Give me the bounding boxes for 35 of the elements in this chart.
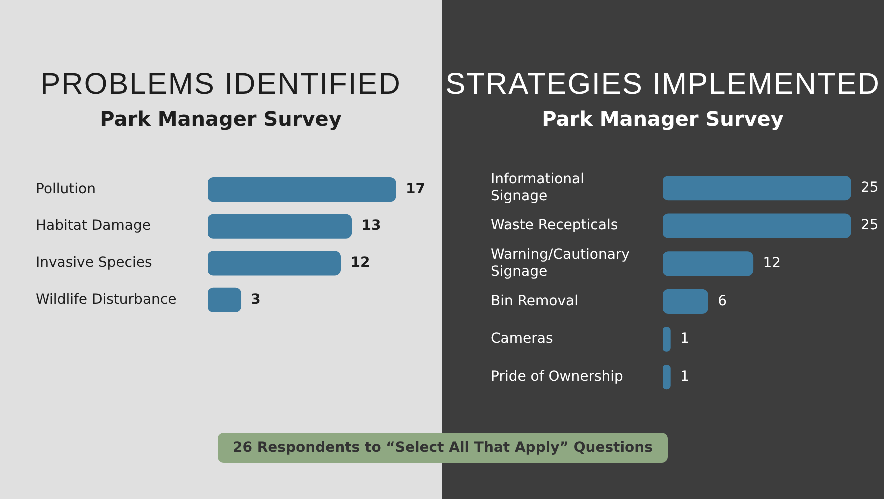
data-label: 1 bbox=[680, 331, 690, 348]
chart-subtitle: Park Manager Survey bbox=[541, 107, 785, 131]
chart-title: STRATEGIES IMPLEMENTED bbox=[444, 68, 882, 102]
data-label: 1 bbox=[680, 368, 690, 385]
text: 26 Respondents to “Select All That Apply” Questions bbox=[218, 433, 668, 463]
y-tick-label: Wildlife Disturbance bbox=[36, 292, 177, 308]
y-tick-label: Habitat Damage bbox=[36, 218, 151, 234]
data-label: 12 bbox=[350, 255, 370, 272]
data-label: 25 bbox=[861, 180, 879, 196]
bar bbox=[663, 176, 851, 201]
bar bbox=[208, 214, 352, 239]
bar bbox=[208, 177, 396, 202]
data-label: 12 bbox=[763, 256, 782, 272]
y-tick-label: Pride of Ownership bbox=[491, 368, 624, 385]
y-tick-label: Invasive Species bbox=[36, 255, 152, 272]
bar bbox=[663, 327, 671, 352]
bar bbox=[663, 289, 708, 314]
y-tick-label: Informational Signage bbox=[491, 172, 585, 204]
y-tick-label: Waste Recepticals bbox=[491, 218, 618, 234]
y-tick-label: Pollution bbox=[36, 181, 96, 198]
bar bbox=[663, 252, 754, 276]
y-tick-label: Bin Removal bbox=[491, 293, 578, 310]
data-label: 6 bbox=[718, 293, 728, 310]
bar bbox=[663, 364, 671, 390]
data-label: 13 bbox=[362, 218, 382, 234]
y-tick-label: Cameras bbox=[491, 331, 554, 348]
bar bbox=[208, 251, 342, 276]
bar bbox=[663, 214, 851, 238]
data-label: 25 bbox=[861, 218, 879, 234]
chart-subtitle: Park Manager Survey bbox=[99, 107, 343, 131]
data-label: 3 bbox=[251, 292, 261, 308]
data-label: 17 bbox=[406, 181, 426, 198]
bar bbox=[208, 288, 242, 313]
y-tick-label: Warning/Cautionary Signage bbox=[491, 247, 630, 280]
chart-title: PROBLEMS IDENTIFIED bbox=[40, 68, 402, 102]
